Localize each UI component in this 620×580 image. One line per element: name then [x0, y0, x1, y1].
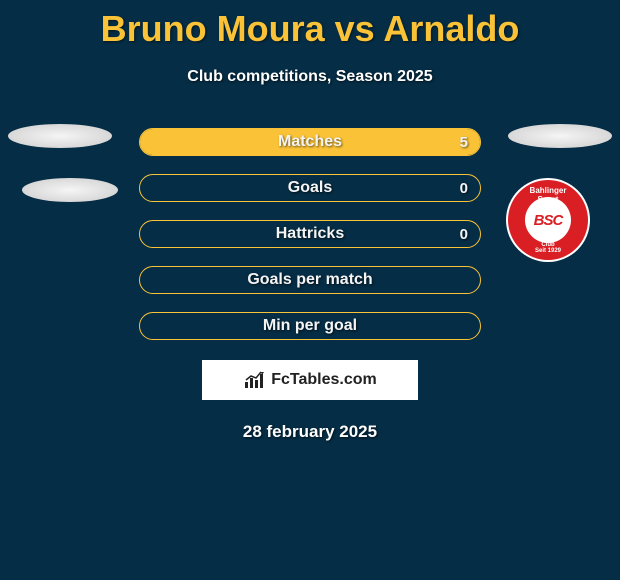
stat-right-value: 0: [460, 226, 468, 243]
bar-chart-icon: [243, 370, 267, 390]
logo-ring-mid: Sport: [538, 195, 559, 204]
stat-row: Min per goal: [139, 312, 481, 340]
page-title: Bruno Moura vs Arnaldo: [0, 0, 620, 50]
stat-row: Hattricks 0: [139, 220, 481, 248]
stat-label: Hattricks: [276, 225, 344, 243]
player-left-placeholder-1: [8, 124, 112, 148]
stat-label: Min per goal: [263, 317, 357, 335]
player-right-placeholder-1: [508, 124, 612, 148]
stat-label: Goals per match: [247, 271, 372, 289]
stat-row: Goals per match: [139, 266, 481, 294]
subtitle: Club competitions, Season 2025: [0, 68, 620, 86]
player-left-placeholder-2: [22, 178, 118, 202]
watermark-text: FcTables.com: [271, 371, 377, 389]
logo-ring-top: Bahlinger: [530, 186, 567, 195]
stat-row: Matches 5: [139, 128, 481, 156]
stat-label: Matches: [278, 133, 342, 151]
watermark: FcTables.com: [202, 360, 418, 400]
stat-row: Goals 0: [139, 174, 481, 202]
logo-founded: Seit 1929: [535, 248, 561, 254]
date: 28 february 2025: [0, 422, 620, 442]
stat-right-value: 5: [460, 134, 468, 151]
stat-label: Goals: [288, 179, 332, 197]
stat-right-value: 0: [460, 180, 468, 197]
club-logo-bsc: Bahlinger Sport BSC Club Seit 1929: [506, 178, 590, 262]
